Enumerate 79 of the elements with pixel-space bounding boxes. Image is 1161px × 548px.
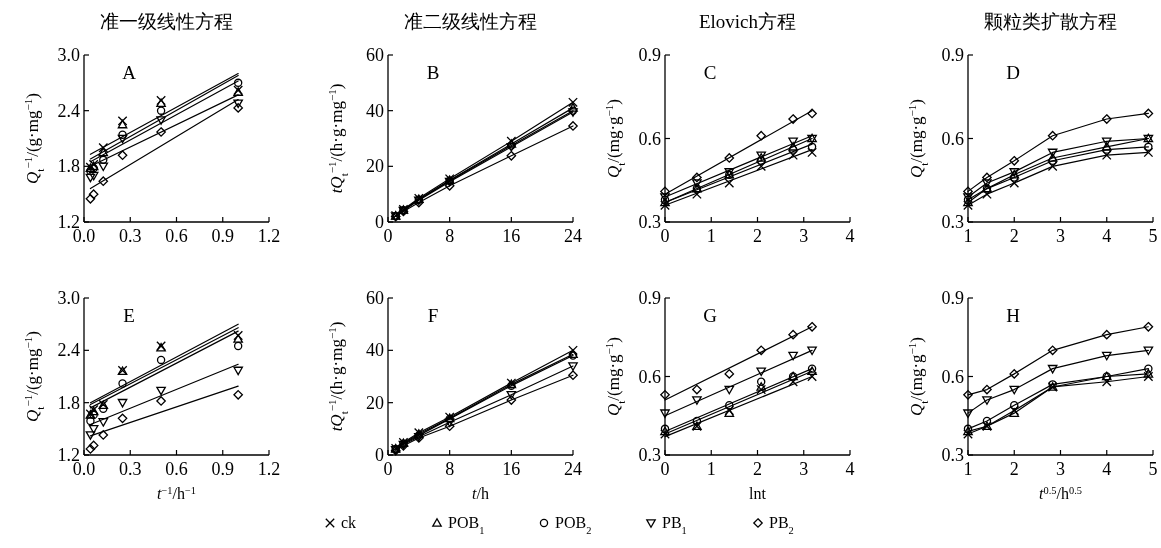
y-tick-label: 0 xyxy=(375,212,384,232)
annotation: F xyxy=(427,305,439,326)
x-tick-label: 4 xyxy=(845,226,855,246)
x-tick-label: 0.6 xyxy=(165,226,188,246)
y-tick-label: 0.6 xyxy=(638,128,661,149)
x-tick-label: 0.3 xyxy=(119,459,142,479)
x-tick-label: 24 xyxy=(564,459,582,479)
y-tick-label: 60 xyxy=(366,288,384,308)
x-tick-label: 3 xyxy=(1056,459,1065,479)
x-tick-label: 1.2 xyxy=(257,459,281,479)
x-tick-label: 3 xyxy=(799,459,809,479)
y-tick-label: 1.8 xyxy=(57,392,80,413)
x-tick-label: 5 xyxy=(1148,226,1158,246)
legend-label: ck xyxy=(341,514,357,531)
y-tick-label: 0.3 xyxy=(638,212,661,232)
x-tick-label: 16 xyxy=(502,459,521,479)
x-axis-title: t$^{0.5}$/h$^{0.5}$ xyxy=(1039,484,1082,502)
x-tick-label: 0.6 xyxy=(165,459,188,479)
x-tick-label: 1 xyxy=(963,459,973,479)
y-tick-label: 0.6 xyxy=(941,366,964,387)
x-axis-title: lnt xyxy=(749,485,767,502)
legend-label: PB$_{1}$ xyxy=(662,514,687,536)
y-tick-label: 0.6 xyxy=(941,128,964,149)
x-tick-label: 2 xyxy=(753,459,762,479)
y-tick-label: 1.8 xyxy=(57,156,80,177)
x-axis-title: t$^{−1}$/h$^{−1}$ xyxy=(156,484,197,502)
x-tick-label: 2 xyxy=(1009,226,1019,246)
y-tick-label: 20 xyxy=(366,392,384,413)
x-tick-label: 24 xyxy=(564,226,582,246)
y-tick-label: 0 xyxy=(375,445,384,465)
x-tick-label: 4 xyxy=(1102,459,1112,479)
y-tick-label: 20 xyxy=(366,156,384,177)
y-tick-label: 0.9 xyxy=(941,288,964,308)
annotation: G xyxy=(703,305,718,326)
y-tick-label: 60 xyxy=(366,45,384,65)
y-tick-label: 0.6 xyxy=(638,366,661,387)
x-tick-label: 16 xyxy=(502,226,521,246)
y-tick-label: 0.3 xyxy=(941,212,964,232)
y-tick-label: 0.9 xyxy=(638,288,661,308)
y-tick-label: 0.3 xyxy=(638,445,661,465)
x-tick-label: 5 xyxy=(1148,459,1158,479)
annotation: B xyxy=(426,62,440,83)
annotation: D xyxy=(1006,62,1020,83)
legend-label: POB$_{1}$ xyxy=(448,514,485,536)
x-tick-label: 8 xyxy=(445,226,455,246)
annotation: E xyxy=(123,305,135,326)
x-tick-label: 4 xyxy=(1102,226,1112,246)
x-tick-label: 1.2 xyxy=(257,226,281,246)
x-tick-label: 0.9 xyxy=(211,226,234,246)
annotation: A xyxy=(122,62,137,83)
x-tick-label: 1 xyxy=(963,226,973,246)
y-tick-label: 3.0 xyxy=(57,45,80,65)
chart-title: 准二级线性方程 xyxy=(404,11,537,32)
x-tick-label: 4 xyxy=(845,459,855,479)
x-tick-label: 8 xyxy=(445,459,455,479)
chart-title: 颗粒类扩散方程 xyxy=(984,11,1117,32)
x-tick-label: 3 xyxy=(1056,226,1065,246)
y-tick-label: 2.4 xyxy=(57,340,80,361)
legend-label: POB$_{2}$ xyxy=(555,514,592,536)
annotation: H xyxy=(1006,305,1021,326)
chart-title: Elovich方程 xyxy=(698,11,797,32)
x-tick-label: 0.3 xyxy=(119,226,142,246)
x-tick-label: 1 xyxy=(706,226,716,246)
x-tick-label: 2 xyxy=(1009,459,1019,479)
legend-label: PB$_{2}$ xyxy=(769,514,794,536)
y-tick-label: 0.9 xyxy=(941,45,964,65)
x-tick-label: 2 xyxy=(753,226,762,246)
x-tick-label: 3 xyxy=(799,226,809,246)
y-tick-label: 0.9 xyxy=(638,45,661,65)
x-tick-label: 0.9 xyxy=(211,459,234,479)
y-tick-label: 2.4 xyxy=(57,100,80,121)
y-tick-label: 40 xyxy=(366,100,384,121)
annotation: C xyxy=(703,62,717,83)
x-tick-label: 1 xyxy=(706,459,716,479)
y-tick-label: 40 xyxy=(366,340,384,361)
y-tick-label: 0.3 xyxy=(941,445,964,465)
x-axis-title: t/h xyxy=(472,485,489,502)
y-tick-label: 3.0 xyxy=(57,288,80,308)
chart-title: 准一级线性方程 xyxy=(100,11,233,32)
